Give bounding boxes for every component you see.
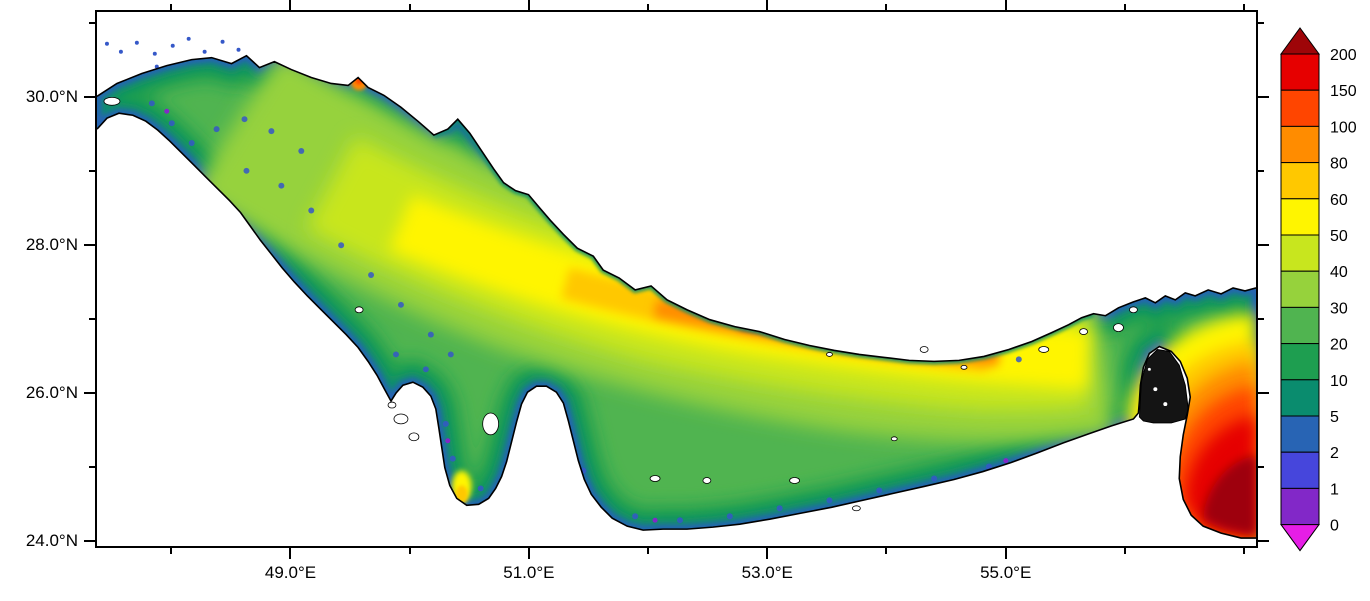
x-minor-tick-top: [170, 4, 172, 10]
x-axis-tick-label: 53.0°E: [741, 563, 793, 582]
colorbar-box: [1280, 89, 1320, 127]
colorbar-label: 5: [1330, 409, 1339, 426]
x-minor-tick-bottom: [170, 548, 172, 554]
x-axis-tick-label: 51.0°E: [503, 563, 555, 582]
colorbar-label: 150: [1330, 83, 1357, 100]
colorbar-label: 20: [1330, 337, 1348, 354]
x-major-tick-bottom: [289, 548, 291, 559]
colorbar-box: [1280, 306, 1320, 345]
x-major-tick-top: [289, 0, 291, 10]
y-major-tick-right: [1258, 392, 1269, 394]
x-axis-tick-label: 55.0°E: [980, 563, 1032, 582]
x-major-tick-bottom: [528, 548, 530, 559]
colorbar-box: [1280, 451, 1320, 489]
colorbar-label: 60: [1330, 192, 1348, 209]
gulf-map: [97, 36, 1256, 539]
colorbar: 200 150 100 80 60 50 40 30 20 10 5 2 1 0: [1280, 26, 1370, 570]
color-field: [97, 55, 1256, 539]
plot-frame: [95, 10, 1258, 548]
y-major-tick-left: [84, 244, 95, 246]
y-minor-tick-right: [1258, 466, 1264, 468]
colorbar-label: 40: [1330, 264, 1348, 281]
colorbar-under-arrow: [1280, 524, 1320, 552]
x-major-tick-top: [528, 0, 530, 10]
y-major-tick-right: [1258, 96, 1269, 98]
y-major-tick-right: [1258, 244, 1269, 246]
colorbar-label: 200: [1330, 47, 1357, 64]
y-minor-tick-left: [89, 170, 95, 172]
x-minor-tick-top: [885, 4, 887, 10]
x-minor-tick-top: [647, 4, 649, 10]
y-minor-tick-right: [1258, 22, 1264, 24]
x-minor-tick-bottom: [885, 548, 887, 554]
colorbar-label: 50: [1330, 228, 1348, 245]
colorbar-box: [1280, 343, 1320, 381]
y-minor-tick-right: [1258, 318, 1264, 320]
colorbar-label: 10: [1330, 373, 1348, 390]
colorbar-label: 2: [1330, 445, 1339, 462]
y-minor-tick-left: [89, 22, 95, 24]
y-major-tick-left: [84, 96, 95, 98]
x-minor-tick-top: [1243, 4, 1245, 10]
y-major-tick-left: [84, 540, 95, 542]
x-minor-tick-bottom: [409, 548, 411, 554]
colorbar-box: [1280, 234, 1320, 272]
x-major-tick-top: [1005, 0, 1007, 10]
y-axis-tick-label: 24.0°N: [25, 531, 78, 551]
islands: [103, 96, 1138, 512]
y-axis-tick-label: 26.0°N: [25, 383, 78, 403]
colorbar-box: [1280, 198, 1320, 236]
y-axis-tick-label: 28.0°N: [25, 235, 78, 255]
colorbar-box: [1280, 415, 1320, 453]
colorbar-box: [1280, 270, 1320, 308]
colorbar-over-arrow: [1280, 27, 1320, 55]
colorbar-label: 30: [1330, 300, 1348, 317]
x-minor-tick-bottom: [647, 548, 649, 554]
x-minor-tick-top: [1124, 4, 1126, 10]
colorbar-label: 0: [1330, 518, 1339, 535]
x-major-tick-bottom: [1005, 548, 1007, 559]
y-minor-tick-left: [89, 466, 95, 468]
colorbar-label: 80: [1330, 156, 1348, 173]
colorbar-box: [1280, 487, 1320, 526]
x-major-tick-top: [766, 0, 768, 10]
coastline: [97, 54, 1256, 539]
x-minor-tick-bottom: [1124, 548, 1126, 554]
y-minor-tick-left: [89, 318, 95, 320]
y-major-tick-left: [84, 392, 95, 394]
colorbar-label: 100: [1330, 119, 1357, 136]
x-axis-tick-label: 49.0°E: [264, 563, 317, 582]
y-major-tick-right: [1258, 540, 1269, 542]
colorbar-box: [1280, 162, 1320, 200]
x-minor-tick-bottom: [1243, 548, 1245, 554]
colorbar-box: [1280, 379, 1320, 417]
y-minor-tick-right: [1258, 170, 1264, 172]
colorbar-box: [1280, 125, 1320, 164]
x-minor-tick-top: [409, 4, 411, 10]
colorbar-label: 1: [1330, 481, 1339, 498]
salwa-warm-core: [455, 485, 468, 504]
x-major-tick-bottom: [766, 548, 768, 559]
y-axis-tick-label: 30.0°N: [25, 87, 78, 107]
colorbar-box: [1280, 53, 1320, 91]
oman-darkred: [1203, 455, 1256, 537]
